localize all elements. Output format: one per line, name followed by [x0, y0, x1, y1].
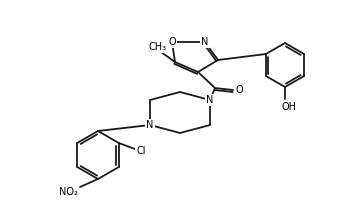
Text: N: N [146, 120, 154, 130]
Text: N: N [206, 95, 214, 105]
Text: O: O [235, 85, 243, 95]
Text: Cl: Cl [136, 146, 146, 156]
Text: N: N [201, 37, 209, 47]
Text: OH: OH [282, 102, 296, 112]
Text: O: O [168, 37, 176, 47]
Text: NO₂: NO₂ [59, 187, 77, 197]
Text: CH₃: CH₃ [149, 42, 167, 52]
